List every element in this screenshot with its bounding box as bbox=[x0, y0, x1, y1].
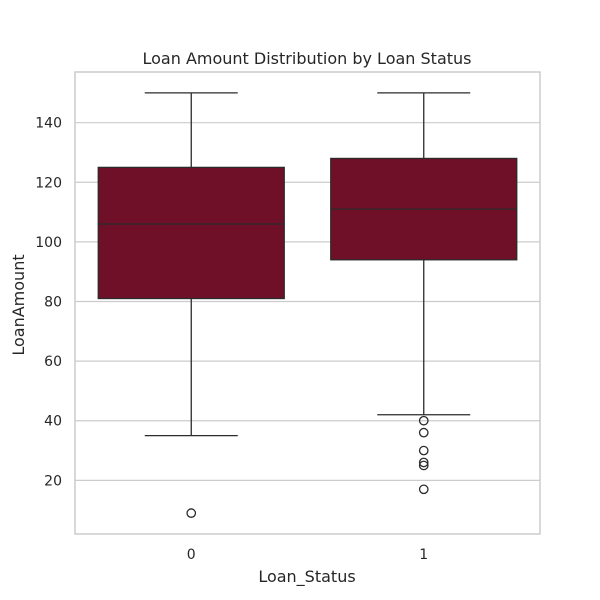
plot-frame bbox=[74, 71, 541, 535]
outlier-point bbox=[418, 415, 429, 426]
box-group-1 bbox=[330, 92, 518, 495]
y-tick-label: 60 bbox=[44, 354, 62, 370]
y-tick-label: 120 bbox=[35, 175, 62, 191]
outlier-point bbox=[418, 460, 429, 471]
boxes-layer bbox=[97, 92, 518, 518]
outlier-point bbox=[418, 484, 429, 495]
box-group-0 bbox=[97, 92, 285, 518]
y-tick-label: 100 bbox=[35, 235, 62, 251]
outlier-point bbox=[418, 427, 429, 438]
y-tick-label: 140 bbox=[35, 116, 62, 132]
x-tick-label: 0 bbox=[187, 547, 196, 563]
y-tick-labels: 20 40 60 80 100 120 140 bbox=[35, 116, 62, 490]
x-tick-label: 1 bbox=[419, 547, 428, 563]
iqr-box bbox=[97, 166, 285, 300]
outlier-point bbox=[186, 508, 197, 518]
chart-title: Loan Amount Distribution by Loan Status bbox=[143, 49, 472, 68]
y-tick-label: 40 bbox=[44, 414, 62, 430]
y-tick-label: 20 bbox=[44, 473, 62, 489]
y-tick-label: 80 bbox=[44, 295, 62, 311]
outlier-point bbox=[418, 457, 429, 468]
y-axis-label: LoanAmount bbox=[9, 254, 28, 355]
x-axis-label: Loan_Status bbox=[258, 567, 355, 587]
outlier-point bbox=[418, 445, 429, 456]
